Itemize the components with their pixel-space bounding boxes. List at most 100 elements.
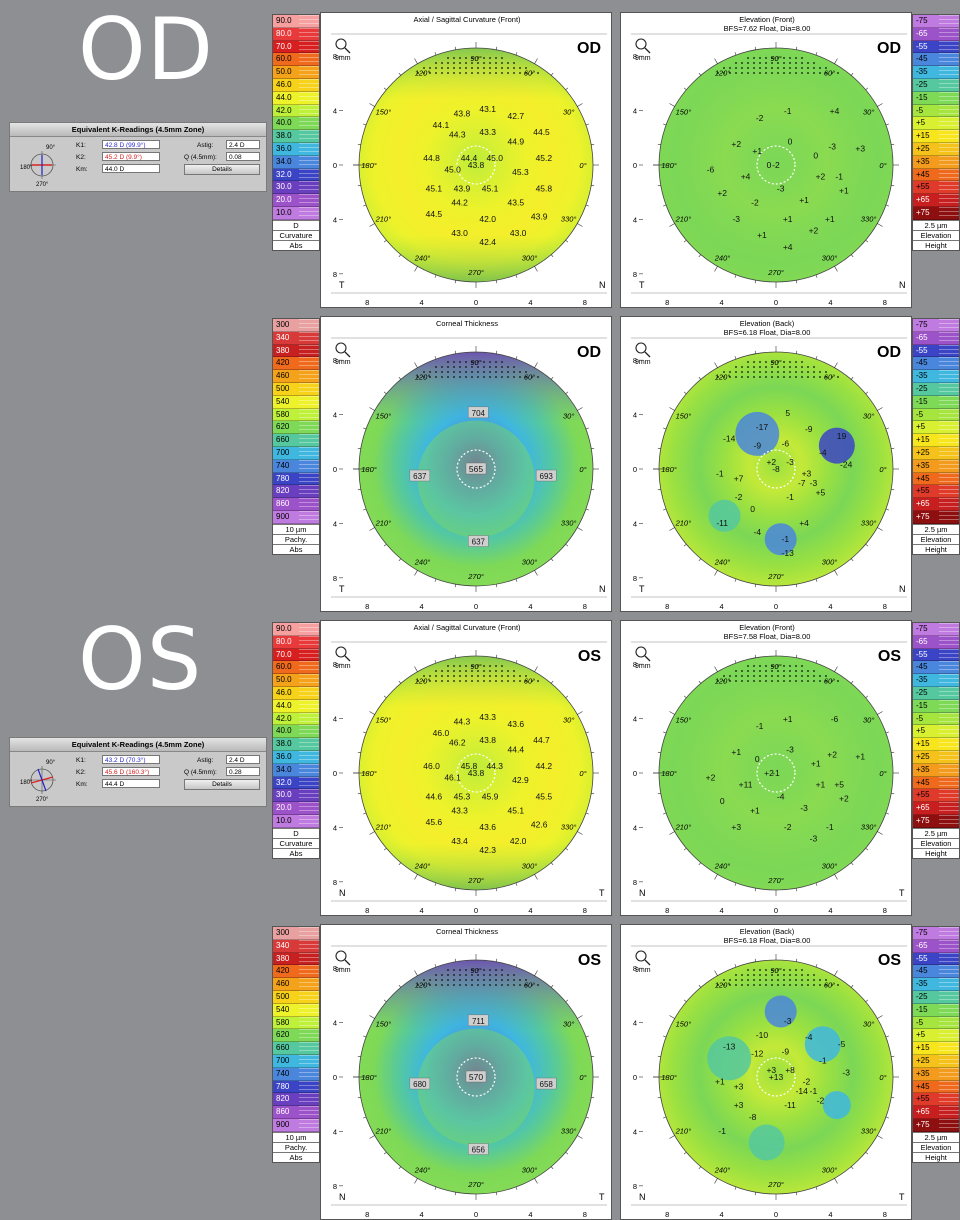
k2-field[interactable]: 45.6 D (160.3°) (102, 767, 160, 776)
scale-step: 34.0 (273, 155, 319, 169)
scale-step: +15 (913, 738, 959, 751)
y-tick-label: 4 (333, 411, 337, 420)
map-value-label: 45.5 (536, 791, 553, 801)
x-tick-label: 0 (774, 298, 778, 307)
map-panel-od-elev[interactable]: Elevation (Front) BFS=7.62 Float, Dia=8.0… (620, 12, 912, 308)
k2-field[interactable]: 45.2 D (9.9°) (102, 152, 160, 161)
y-tick-label: 8 (333, 660, 337, 669)
map-value-label: -3 (842, 1067, 850, 1077)
details-button[interactable]: Details (184, 164, 260, 175)
y-tick-label: 0 (633, 769, 637, 778)
magnifier-icon[interactable] (635, 38, 651, 54)
map-panel-os-curv[interactable]: Axial / Sagittal Curvature (Front) OS 9mm 8… (320, 620, 612, 916)
map-subtitle: BFS=6.18 Float, Dia=8.00 (724, 328, 811, 337)
astig-field[interactable]: 2.4 D (226, 140, 260, 149)
scale-footer-label: Pachy. (273, 1141, 319, 1152)
map-value-label: +1 (752, 146, 762, 156)
x-tick-label: 4 (419, 1210, 423, 1219)
k1-label: K1: (76, 142, 86, 149)
q-label: Q (4.5mm): (184, 769, 217, 776)
scale-step: 80.0 (273, 27, 319, 41)
scale-step: 300 (273, 927, 319, 940)
magnifier-icon[interactable] (335, 646, 351, 662)
y-tick-label: 8 (633, 660, 637, 669)
scale-step: 70.0 (273, 40, 319, 54)
scale-step: -25 (913, 78, 959, 92)
angle-label: 30° (863, 412, 874, 421)
map-value-label: +2 (816, 172, 826, 182)
scale-step: -35 (913, 66, 959, 79)
scale-step: 700 (273, 1054, 319, 1068)
km-field[interactable]: 44.4 D (102, 779, 160, 788)
angle-label: 90° (770, 966, 781, 975)
scale-footer-label: Abs (273, 543, 319, 554)
scale-step: 38.0 (273, 738, 319, 751)
x-tick-label: 8 (583, 298, 587, 307)
angle-label: 330° (861, 215, 877, 224)
map-subtitle: BFS=7.62 Float, Dia=8.00 (724, 24, 811, 33)
map-value-label: 44.5 (533, 127, 550, 137)
map-value-label: 44.8 (423, 153, 440, 163)
scale-step: +45 (913, 1080, 959, 1094)
scale-footer-label: 2.5 µm (913, 827, 959, 838)
scale-step: 500 (273, 382, 319, 396)
angle-label: 0° (579, 1073, 586, 1082)
y-tick-label: 8 (633, 878, 637, 887)
angle-label: 120° (415, 68, 431, 77)
magnifier-icon[interactable] (635, 950, 651, 966)
map-subtitle: BFS=6.18 Float, Dia=8.00 (724, 936, 811, 945)
angle-label: 240° (714, 254, 731, 263)
magnifier-icon[interactable] (635, 646, 651, 662)
side-label-right: T (899, 1192, 905, 1202)
scale-step: 70.0 (273, 648, 319, 662)
map-panel-od-pachy[interactable]: Corneal Thickness OD 9mm 8 4 0 4 8 8 4 0 4 8 T N 90° 60°… (320, 316, 612, 612)
scale-step: +25 (913, 446, 959, 460)
angle-label: 240° (714, 862, 731, 871)
magnifier-icon[interactable] (335, 342, 351, 358)
x-tick-label: 8 (883, 1210, 887, 1219)
angle-label: 30° (863, 108, 874, 117)
angle-label: 90° (470, 358, 481, 367)
scale-footer-label: Abs (273, 1151, 319, 1162)
km-field[interactable]: 44.0 D (102, 164, 160, 173)
magnifier-icon[interactable] (335, 950, 351, 966)
x-tick-label: 0 (774, 602, 778, 611)
k1-field[interactable]: 43.2 D (70.3°) (102, 755, 160, 764)
astig-field[interactable]: 2.4 D (226, 755, 260, 764)
scale-step: 900 (273, 1118, 319, 1132)
compass-icon: 90° 180° 270° (20, 145, 56, 187)
map-value-label: +1 (855, 752, 865, 762)
map-panel-os-elev[interactable]: Elevation (Front) BFS=7.58 Float, Dia=8.0… (620, 620, 912, 916)
side-label-left: N (639, 1192, 646, 1202)
angle-label: 150° (676, 412, 692, 421)
elevation-color-scale: -75 -65 -55 -45 -35 -25 -15 -5 +5 +15 +25 +35 +45 +55… (912, 926, 960, 1163)
y-tick-label: 8 (633, 356, 637, 365)
eye-label: OD (577, 40, 601, 57)
magnifier-icon[interactable] (635, 342, 651, 358)
angle-label: 210° (675, 823, 692, 832)
scale-footer-label: 2.5 µm (913, 523, 959, 534)
map-value-label: 656 (472, 1146, 486, 1155)
map-panel-od-elevb[interactable]: Elevation (Back) BFS=6.18 Float, Dia=8.00… (620, 316, 912, 612)
map-value-label: +1 (811, 759, 821, 769)
side-label-left: T (639, 584, 645, 594)
details-button[interactable]: Details (184, 779, 260, 790)
center-value-label: -8 (772, 464, 780, 474)
q-field[interactable]: 0.28 (226, 767, 260, 776)
q-field[interactable]: 0.08 (226, 152, 260, 161)
map-panel-od-curv[interactable]: Axial / Sagittal Curvature (Front) OD 9mm 8… (320, 12, 612, 308)
map-panel-os-elevb[interactable]: Elevation (Back) BFS=6.18 Float, Dia=8.00… (620, 924, 912, 1220)
scale-step: 10.0 (273, 814, 319, 828)
map-value-label: 42.9 (512, 775, 529, 785)
angle-label: 60° (824, 68, 835, 77)
map-value-label: +2 (809, 226, 819, 236)
k1-field[interactable]: 42.8 D (99.9°) (102, 140, 160, 149)
y-tick-label: 8 (333, 1182, 337, 1191)
map-value-label: 43.8 (479, 735, 496, 745)
scale-step: 860 (273, 1106, 319, 1119)
map-value-label: 44.4 (461, 153, 478, 163)
y-tick-label: 8 (633, 574, 637, 583)
map-panel-os-pachy[interactable]: Corneal Thickness OS 9mm 8 4 0 4 8 8 4 0 4 8 N T 90° 60°… (320, 924, 612, 1220)
scale-step: +25 (913, 1054, 959, 1068)
magnifier-icon[interactable] (335, 38, 351, 54)
